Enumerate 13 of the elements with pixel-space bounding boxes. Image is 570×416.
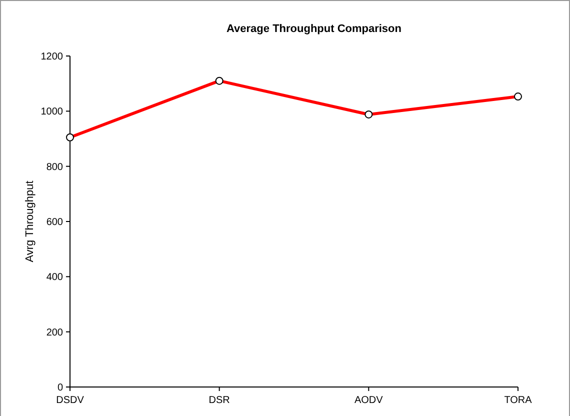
x-tick-label: AODV bbox=[354, 395, 384, 406]
x-tick-label: DSR bbox=[208, 395, 230, 406]
x-tick-label: TORA bbox=[504, 395, 532, 406]
y-tick-label: 0 bbox=[57, 382, 64, 394]
y-axis-title: Avrg Throughput bbox=[24, 180, 36, 262]
y-tick-label: 1200 bbox=[40, 52, 64, 62]
y-tick-label: 1000 bbox=[40, 106, 64, 118]
chart-title: Average Throughput Comparison bbox=[226, 23, 402, 35]
x-tick-label: DSDV bbox=[56, 395, 84, 406]
y-tick-label: 800 bbox=[46, 162, 64, 173]
y-tick-label: 400 bbox=[46, 272, 64, 284]
y-tick-label: 200 bbox=[46, 327, 64, 338]
y-tick-label: 600 bbox=[46, 217, 64, 228]
